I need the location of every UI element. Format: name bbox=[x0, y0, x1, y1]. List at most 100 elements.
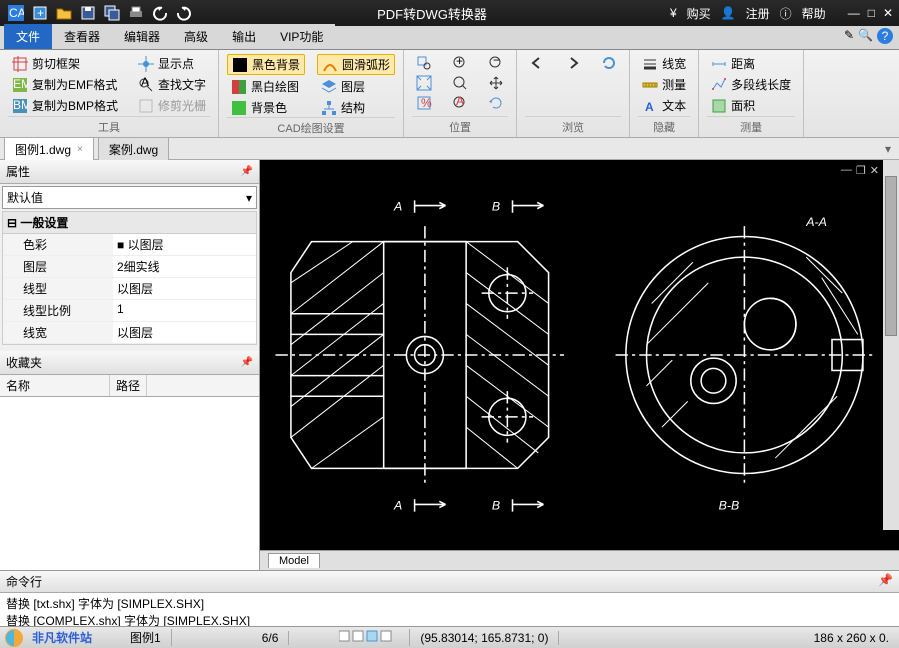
tab-editor[interactable]: 编辑器 bbox=[112, 24, 172, 49]
status-toggles[interactable] bbox=[329, 629, 410, 646]
nav-refresh-icon[interactable] bbox=[597, 54, 621, 72]
zoom-scale-icon[interactable]: % bbox=[412, 94, 436, 112]
maximize-button[interactable]: □ bbox=[868, 6, 875, 20]
doctab-1-close-icon[interactable]: × bbox=[77, 144, 83, 155]
prop-row-linetype[interactable]: 线型以图层 bbox=[3, 278, 256, 300]
app-logo[interactable]: CAD bbox=[6, 3, 26, 23]
layers-label: 图层 bbox=[341, 78, 365, 95]
help-icon[interactable]: ⓘ bbox=[780, 5, 792, 22]
label-b-top: B bbox=[492, 200, 500, 214]
print-icon[interactable] bbox=[126, 3, 146, 23]
vp-maximize-icon[interactable]: ❐ bbox=[856, 164, 866, 177]
command-title: 命令行 bbox=[6, 573, 42, 590]
bw-draw-button[interactable]: 黑白绘图 bbox=[227, 77, 305, 96]
command-body[interactable]: 替换 [txt.shx] 字体为 [SIMPLEX.SHX] 替换 [COMPL… bbox=[0, 593, 899, 626]
zoom-all-icon[interactable]: A bbox=[448, 94, 472, 112]
zoom-prev-icon[interactable] bbox=[448, 74, 472, 92]
prop-row-lineweight[interactable]: 线宽以图层 bbox=[3, 322, 256, 344]
pan-icon[interactable] bbox=[484, 74, 508, 92]
minimize-button[interactable]: — bbox=[848, 6, 860, 20]
status-dims: 186 x 260 x 0. bbox=[804, 631, 899, 645]
svg-text:%: % bbox=[421, 96, 432, 110]
zoom-window-icon[interactable] bbox=[412, 54, 436, 72]
copy-bmp-label: 复制为BMP格式 bbox=[32, 97, 118, 114]
nav-back-icon[interactable] bbox=[525, 54, 549, 72]
drawing-canvas[interactable]: — ❐ ✕ bbox=[260, 160, 899, 550]
structure-label: 结构 bbox=[341, 99, 365, 116]
vp-close-icon[interactable]: ✕ bbox=[870, 164, 879, 177]
zoom-out-icon[interactable]: − bbox=[484, 54, 508, 72]
fav-pin-icon[interactable]: 📌 bbox=[241, 357, 253, 368]
statusbar: 非凡软件站 图例1 6/6 (95.83014; 165.8731; 0) 18… bbox=[0, 626, 899, 648]
linewidth-button[interactable]: 线宽 bbox=[638, 54, 690, 73]
rotate-icon[interactable] bbox=[484, 94, 508, 112]
label-a-bot: A bbox=[393, 499, 402, 513]
prop-row-layer[interactable]: 图层2细实线 bbox=[3, 256, 256, 278]
model-tab-bar: Model bbox=[260, 550, 899, 570]
nav-fwd-icon[interactable] bbox=[561, 54, 585, 72]
fav-col-name[interactable]: 名称 bbox=[0, 375, 110, 396]
polyline-len-button[interactable]: 多段线长度 bbox=[707, 75, 795, 94]
prop-row-color[interactable]: 色彩■ 以图层 bbox=[3, 234, 256, 256]
cmd-pin-icon[interactable]: 📌 bbox=[878, 573, 893, 590]
trim-aperture-button[interactable]: 修剪光栅 bbox=[134, 96, 210, 115]
viewport: — ❐ ✕ bbox=[260, 160, 899, 570]
main-area: 属性 📌 默认值 ▾ ⊟ 一般设置 色彩■ 以图层 图层2细实线 线型以图层 线… bbox=[0, 160, 899, 570]
zoom-in-icon[interactable]: + bbox=[448, 54, 472, 72]
measure-button[interactable]: 测量 bbox=[638, 75, 690, 94]
favorites-title: 收藏夹 bbox=[6, 354, 42, 371]
linewidth-label: 线宽 bbox=[662, 55, 686, 72]
register-link[interactable]: 注册 bbox=[746, 5, 770, 22]
clip-frame-button[interactable]: 剪切框架 bbox=[8, 54, 122, 73]
currency-icon[interactable]: ¥ bbox=[670, 6, 677, 20]
doctab-1-label: 图例1.dwg bbox=[15, 141, 71, 158]
polyline-len-label: 多段线长度 bbox=[731, 76, 791, 93]
find-text-button[interactable]: A查找文字 bbox=[134, 75, 210, 94]
saveall-icon[interactable] bbox=[102, 3, 122, 23]
tab-output[interactable]: 输出 bbox=[220, 24, 268, 49]
tab-advanced[interactable]: 高级 bbox=[172, 24, 220, 49]
smooth-arc-button[interactable]: 圆滑弧形 bbox=[317, 54, 395, 75]
ribbon-group-tools-label: 工具 bbox=[8, 116, 210, 135]
search-icon[interactable]: 🔍 bbox=[858, 28, 873, 44]
close-button[interactable]: ✕ bbox=[883, 6, 893, 20]
doctab-1[interactable]: 图例1.dwg × bbox=[4, 137, 94, 161]
distance-button[interactable]: 距离 bbox=[707, 54, 795, 73]
save-icon[interactable] bbox=[78, 3, 98, 23]
vp-minimize-icon[interactable]: — bbox=[841, 164, 852, 177]
viewport-scrollbar[interactable] bbox=[883, 160, 899, 530]
bg-color-button[interactable]: 背景色 bbox=[227, 98, 305, 117]
help-round-icon[interactable]: ? bbox=[877, 28, 893, 44]
redo-icon[interactable] bbox=[174, 3, 194, 23]
model-tab[interactable]: Model bbox=[268, 553, 320, 568]
doctab-2[interactable]: 案例.dwg bbox=[98, 137, 169, 161]
tab-vip[interactable]: VIP功能 bbox=[268, 24, 335, 49]
tab-viewer[interactable]: 查看器 bbox=[52, 24, 112, 49]
new-icon[interactable]: + bbox=[30, 3, 50, 23]
undo-icon[interactable] bbox=[150, 3, 170, 23]
document-tabs: 图例1.dwg × 案例.dwg ▾ bbox=[0, 138, 899, 160]
copy-bmp-button[interactable]: BMP复制为BMP格式 bbox=[8, 96, 122, 115]
pencil-icon[interactable]: ✎ bbox=[844, 28, 854, 44]
fav-col-path[interactable]: 路径 bbox=[110, 375, 147, 396]
show-point-button[interactable]: 显示点 bbox=[134, 54, 210, 73]
copy-emf-button[interactable]: EMF复制为EMF格式 bbox=[8, 75, 122, 94]
layers-button[interactable]: 图层 bbox=[317, 77, 395, 96]
tab-file[interactable]: 文件 bbox=[4, 24, 52, 49]
default-dropdown[interactable]: 默认值 ▾ bbox=[2, 186, 257, 209]
pin-icon[interactable]: 📌 bbox=[241, 166, 253, 177]
prop-row-ltscale[interactable]: 线型比例1 bbox=[3, 300, 256, 322]
buy-link[interactable]: 购买 bbox=[687, 5, 711, 22]
open-icon[interactable] bbox=[54, 3, 74, 23]
doctab-dropdown-icon[interactable]: ▾ bbox=[877, 142, 899, 156]
area-button[interactable]: 面积 bbox=[707, 96, 795, 115]
text-button[interactable]: A文本 bbox=[638, 96, 690, 115]
scrollbar-thumb[interactable] bbox=[885, 176, 897, 336]
black-bg-button[interactable]: 黑色背景 bbox=[227, 54, 305, 75]
help-link[interactable]: 帮助 bbox=[802, 5, 826, 22]
zoom-extents-icon[interactable] bbox=[412, 74, 436, 92]
structure-button[interactable]: 结构 bbox=[317, 98, 395, 117]
label-a-top: A bbox=[393, 200, 402, 214]
general-section[interactable]: ⊟ 一般设置 bbox=[3, 212, 256, 234]
user-icon[interactable]: 👤 bbox=[721, 6, 736, 20]
